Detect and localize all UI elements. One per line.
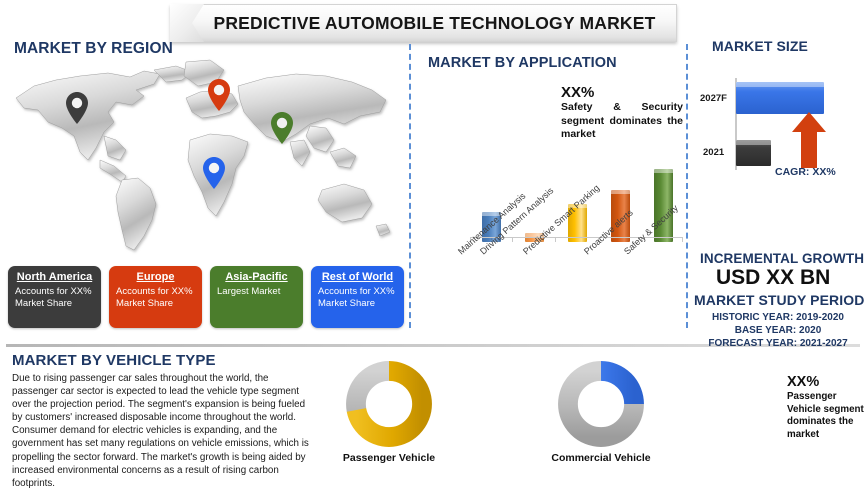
region-card-sub1: Accounts for XX% <box>15 286 92 297</box>
divider-horizontal <box>6 344 860 347</box>
heading-market-by-application: MARKET BY APPLICATION <box>428 55 617 71</box>
donut-caption-passenger-vehicle: Passenger Vehicle <box>342 452 436 464</box>
region-card-title: Rest of World <box>321 271 394 283</box>
region-card-list: North America Accounts for XX% Market Sh… <box>8 266 404 328</box>
application-axis-tick <box>512 237 513 242</box>
incremental-growth-value: USD XX BN <box>716 266 831 289</box>
study-period-base: BASE YEAR: 2020 <box>734 325 822 336</box>
cagr-label: CAGR: XX% <box>775 166 836 178</box>
market-size-bar-2021 <box>736 140 771 166</box>
market-size-bar-2027f <box>736 82 824 114</box>
vehicle-type-paragraph: Due to rising passenger car sales throug… <box>12 373 309 489</box>
heading-incremental-growth: INCREMENTAL GROWTH <box>700 251 865 266</box>
study-period-forecast: FORECAST YEAR: 2021-2027 <box>708 338 848 349</box>
region-card-sub1: Accounts for XX% <box>116 286 193 297</box>
donut-commercial-vehicle <box>556 359 646 453</box>
region-card-title: North America <box>16 271 93 283</box>
region-card-rest-of-world[interactable]: Rest of World Accounts for XX% Market Sh… <box>311 266 404 328</box>
region-card-asia-pacific[interactable]: Asia-Pacific Largest Market <box>210 266 303 328</box>
market-study-period-list: HISTORIC YEAR: 2019-2020 BASE YEAR: 2020… <box>694 311 862 350</box>
heading-market-study-period: MARKET STUDY PERIOD <box>694 292 865 308</box>
heading-market-by-vehicle-type: MARKET BY VEHICLE TYPE <box>12 352 216 369</box>
application-axis-tick <box>598 237 599 242</box>
market-size-label-2021: 2021 <box>703 147 725 158</box>
region-card-sub1: Largest Market <box>217 286 281 297</box>
market-size-label-2027f: 2027F <box>700 93 727 104</box>
donut-passenger-vehicle <box>344 359 434 453</box>
page-title: PREDICTIVE AUTOMOBILE TECHNOLOGY MARKET <box>213 12 656 33</box>
region-card-north-america[interactable]: North America Accounts for XX% Market Sh… <box>8 266 101 328</box>
application-callout-text: Safety & Security segment dominates the … <box>561 101 683 140</box>
map-pin-asia-pacific-icon <box>269 111 295 145</box>
application-axis-tick <box>682 237 683 242</box>
bar-proactive-alerts <box>611 190 630 242</box>
region-card-title: Europe <box>136 271 175 283</box>
map-pin-rest-of-world-icon <box>201 156 227 190</box>
bar-predictive-smart-parking <box>568 204 587 242</box>
map-pin-north-america-icon <box>64 91 90 125</box>
title-banner: PREDICTIVE AUTOMOBILE TECHNOLOGY MARKET <box>170 4 677 42</box>
vehicle-callout-percent: XX% <box>787 374 820 390</box>
cagr-arrow-icon <box>791 112 827 168</box>
study-period-historic: HISTORIC YEAR: 2019-2020 <box>712 312 844 323</box>
heading-market-by-region: MARKET BY REGION <box>14 40 173 57</box>
region-card-sub2: Market Share <box>318 297 376 309</box>
vehicle-type-callout: XX% Passenger Vehicle segment dominates … <box>787 374 865 441</box>
application-callout: XX% Safety & Security segment dominates … <box>561 84 683 142</box>
region-card-sub1: Accounts for XX% <box>318 286 395 297</box>
application-axis-tick <box>555 237 556 242</box>
heading-market-size: MARKET SIZE <box>712 38 808 54</box>
vehicle-callout-text: Passenger Vehicle segment dominates the … <box>787 391 864 440</box>
map-pin-europe-icon <box>206 78 232 112</box>
region-card-title: Asia-Pacific <box>225 271 288 283</box>
application-callout-percent: XX% <box>561 84 595 101</box>
application-chart-axis <box>470 237 682 238</box>
application-bar-chart <box>470 150 682 242</box>
donut-caption-commercial-vehicle: Commercial Vehicle <box>551 452 651 464</box>
application-axis-tick <box>470 237 471 242</box>
region-card-europe[interactable]: Europe Accounts for XX% Market Share <box>109 266 202 328</box>
bar-safety-security <box>654 169 673 242</box>
world-map <box>4 56 404 261</box>
market-size-axis <box>735 78 737 170</box>
region-card-sub2: Market Share <box>116 297 174 309</box>
region-card-sub2: Market Share <box>15 297 73 309</box>
bar-maintenance-analysis <box>482 212 501 242</box>
divider-application-size <box>686 44 688 328</box>
divider-region-application <box>409 44 411 328</box>
application-axis-tick <box>641 237 642 242</box>
